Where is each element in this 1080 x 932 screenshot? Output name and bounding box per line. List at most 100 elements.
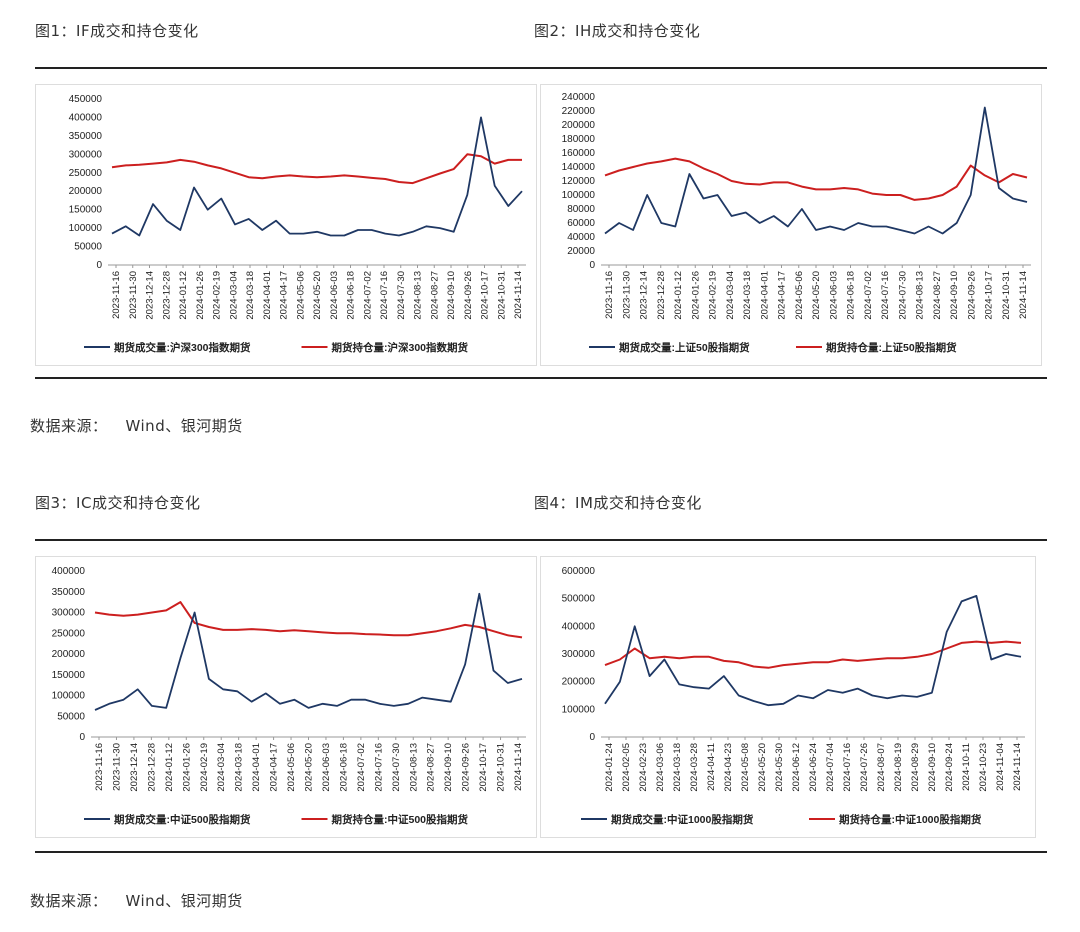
x-tick-label: 2024-01-26 — [181, 743, 192, 792]
x-tick-label: 2024-10-17 — [984, 271, 995, 320]
x-tick-label: 2024-08-19 — [893, 743, 904, 792]
x-tick-label: 2024-03-28 — [689, 743, 700, 792]
bottom-rule-1 — [35, 377, 1047, 379]
x-tick-label: 2024-07-30 — [897, 271, 908, 320]
y-tick-label: 300000 — [52, 608, 86, 619]
y-tick-label: 300000 — [562, 649, 596, 660]
source-note-2: 数据来源： Wind、银河期货 — [30, 890, 243, 911]
y-tick-label: 250000 — [69, 168, 103, 179]
x-tick-label: 2024-03-04 — [725, 271, 736, 320]
y-tick-label: 150000 — [52, 670, 86, 681]
x-tick-label: 2024-04-01 — [251, 743, 262, 792]
figure-2-title: 图2：IH成交和持仓变化 — [534, 22, 701, 40]
x-tick-label: 2024-07-02 — [863, 271, 874, 320]
y-tick-label: 300000 — [69, 149, 103, 160]
x-tick-label: 2024-08-27 — [932, 271, 943, 320]
x-tick-label: 2024-01-12 — [164, 743, 175, 792]
x-tick-label: 2024-01-12 — [673, 271, 684, 320]
x-tick-label: 2024-08-07 — [876, 743, 887, 792]
x-tick-label: 2024-08-27 — [426, 743, 437, 792]
volume-series-line — [604, 106, 1028, 235]
x-tick-label: 2023-12-14 — [129, 743, 140, 792]
y-tick-label: 100000 — [52, 691, 86, 702]
x-tick-label: 2024-09-26 — [463, 271, 474, 320]
x-tick-label: 2024-10-31 — [1001, 271, 1012, 320]
x-tick-label: 2023-12-14 — [639, 271, 650, 320]
x-tick-label: 2024-10-11 — [961, 743, 972, 791]
x-tick-label: 2024-11-14 — [513, 271, 524, 319]
open-interest-series-line — [111, 153, 522, 185]
chart-ih: 0 20000 40000 60000 80000 100000 120000 140000 1… — [562, 92, 1031, 354]
chart-panel-ih: 0 20000 40000 60000 80000 100000 120000 140000 1… — [540, 84, 1042, 366]
x-tick-label: 2024-07-02 — [356, 743, 367, 792]
x-tick-label: 2024-10-17 — [478, 743, 489, 792]
chart-ic: 0 50000 100000 150000 200000 250000 300000 3500… — [52, 566, 526, 826]
open-interest-series-line — [604, 640, 1022, 669]
y-tick-label: 20000 — [567, 246, 595, 257]
x-tick-label: 2024-09-10 — [927, 743, 938, 792]
x-tick-label: 2024-11-14 — [1018, 271, 1029, 319]
x-tick-label: 2023-12-28 — [146, 743, 157, 792]
x-tick-label: 2024-10-23 — [978, 743, 989, 792]
x-tick-label: 2024-07-02 — [362, 271, 373, 320]
x-tick-label: 2024-04-17 — [279, 271, 290, 320]
x-tick-label: 2024-06-03 — [329, 271, 340, 320]
x-tick-label: 2024-09-10 — [446, 271, 457, 320]
source-note-1: 数据来源： Wind、银河期货 — [30, 415, 243, 436]
legend-label: 期货成交量:中证500股指期货 — [114, 813, 251, 826]
y-tick-label: 220000 — [562, 106, 596, 117]
x-tick-label: 2024-10-31 — [496, 743, 507, 792]
x-tick-label: 2024-03-18 — [234, 743, 245, 792]
y-tick-label: 60000 — [567, 218, 595, 229]
x-tick-label: 2024-05-20 — [811, 271, 822, 320]
legend-label: 期货持仓量:中证1000股指期货 — [839, 813, 982, 826]
chart-panel-if: 0 50000 100000 150000 200000 250000 300000 3500… — [35, 84, 537, 366]
x-tick-label: 2024-10-31 — [496, 271, 507, 320]
x-tick-label: 2024-04-01 — [262, 271, 273, 320]
x-tick-label: 2024-01-26 — [690, 271, 701, 320]
y-tick-label: 600000 — [562, 566, 596, 577]
legend-label: 期货持仓量:上证50股指期货 — [826, 341, 957, 354]
chart-panel-ic: 0 50000 100000 150000 200000 250000 300000 3500… — [35, 556, 537, 838]
y-tick-label: 150000 — [69, 205, 103, 216]
y-tick-label: 350000 — [52, 587, 86, 598]
y-tick-label: 200000 — [69, 186, 103, 197]
x-tick-label: 2024-07-30 — [396, 271, 407, 320]
x-tick-label: 2023-11-16 — [111, 271, 122, 319]
x-tick-label: 2024-05-06 — [295, 271, 306, 320]
x-tick-label: 2024-07-16 — [842, 743, 853, 792]
x-tick-label: 2024-09-10 — [443, 743, 454, 792]
x-tick-label: 2023-12-28 — [656, 271, 667, 320]
y-tick-label: 0 — [96, 260, 102, 271]
x-tick-label: 2024-04-17 — [269, 743, 280, 792]
x-tick-label: 2024-01-26 — [195, 271, 206, 320]
legend-label: 期货成交量:上证50股指期货 — [619, 341, 750, 354]
source-text: Wind、银河期货 — [125, 892, 243, 910]
x-tick-label: 2024-06-03 — [321, 743, 332, 792]
y-tick-label: 0 — [589, 260, 595, 271]
x-tick-label: 2024-09-26 — [966, 271, 977, 320]
x-tick-label: 2024-03-04 — [228, 271, 239, 320]
x-tick-label: 2024-09-26 — [461, 743, 472, 792]
x-tick-label: 2024-08-27 — [429, 271, 440, 320]
x-tick-label: 2024-11-14 — [1012, 743, 1023, 791]
legend-label: 期货成交量:中证1000股指期货 — [611, 813, 754, 826]
legend-label: 期货持仓量:中证500股指期货 — [332, 813, 469, 826]
x-tick-label: 2024-03-06 — [655, 743, 666, 792]
x-tick-label: 2023-11-30 — [111, 743, 122, 791]
bottom-rule-2 — [35, 851, 1047, 853]
x-tick-label: 2024-03-18 — [672, 743, 683, 792]
x-tick-label: 2024-06-24 — [808, 743, 819, 792]
x-tick-label: 2024-11-04 — [995, 743, 1006, 791]
y-tick-label: 120000 — [562, 176, 596, 187]
y-tick-label: 200000 — [52, 649, 86, 660]
x-tick-label: 2024-02-19 — [199, 743, 210, 792]
x-tick-label: 2024-07-30 — [391, 743, 402, 792]
x-tick-label: 2024-05-20 — [304, 743, 315, 792]
y-tick-label: 240000 — [562, 92, 596, 103]
y-tick-label: 0 — [589, 732, 595, 743]
open-interest-series-line — [604, 157, 1028, 201]
chart-im: 0 100000 200000 300000 400000 500000 600000 202… — [562, 566, 1025, 826]
x-tick-label: 2024-02-23 — [638, 743, 649, 792]
x-tick-label: 2024-01-12 — [178, 271, 189, 320]
